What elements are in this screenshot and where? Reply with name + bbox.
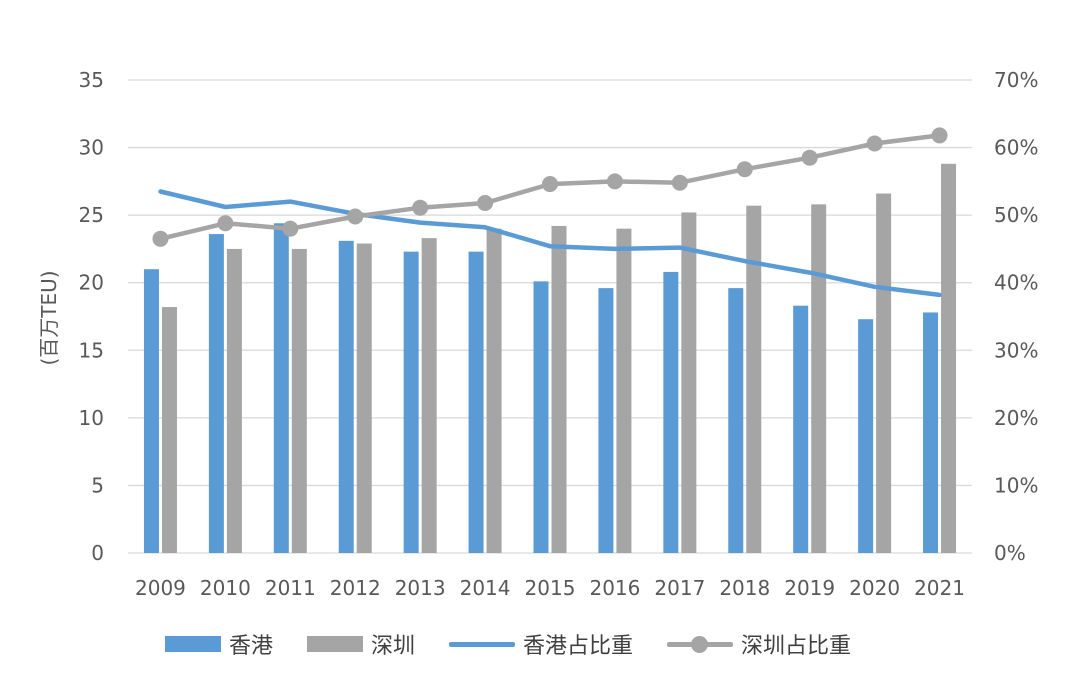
- legend-item-hk-share: 香港占比重: [449, 628, 633, 660]
- point-sz-share: [606, 173, 623, 190]
- y-tick-label: 15: [79, 338, 104, 362]
- x-tick-label: 2009: [135, 576, 186, 600]
- point-sz-share: [931, 127, 948, 144]
- y2-tick-label: 50%: [994, 203, 1038, 227]
- point-sz-share: [152, 230, 169, 247]
- point-sz-share: [412, 199, 429, 216]
- bar-sz: [551, 225, 567, 553]
- gridlines: [128, 79, 972, 554]
- y2-tick-label: 40%: [994, 271, 1038, 295]
- point-sz-share: [477, 194, 494, 211]
- x-tick-label: 2018: [719, 576, 770, 600]
- y2-tick-label: 30%: [994, 338, 1038, 362]
- point-sz-share: [671, 174, 688, 191]
- bar-hk: [403, 251, 419, 554]
- bar-hk: [663, 271, 679, 553]
- bar-hk: [923, 312, 939, 553]
- bar-hk: [143, 269, 159, 553]
- x-tick-label: 2013: [395, 576, 446, 600]
- x-tick-label: 2014: [460, 576, 511, 600]
- y-tick-label: 25: [79, 203, 104, 227]
- y2-tick-label: 70%: [994, 68, 1038, 92]
- bar-sz: [226, 248, 242, 553]
- legend-item-sz: 深圳: [307, 628, 415, 660]
- y2-tick-label: 0%: [994, 541, 1026, 565]
- bar-hk: [858, 319, 874, 553]
- y-tick-label: 10: [79, 406, 104, 430]
- y-tick-label: 5: [91, 473, 104, 497]
- bar-hk: [468, 251, 484, 554]
- point-sz-share: [542, 176, 558, 193]
- y-tick-label: 35: [79, 68, 104, 92]
- legend-swatch-sz: [307, 636, 364, 652]
- legend-item-sz-share: 深圳占比重: [667, 628, 851, 660]
- point-sz-share: [347, 208, 364, 225]
- bars: [143, 163, 957, 554]
- bar-hk: [533, 281, 549, 553]
- y-axis-label: (百万TEU): [37, 270, 61, 365]
- y2-axis-ticks: 0% 10% 20% 30% 40% 50% 60% 70%: [994, 68, 1038, 565]
- bar-sz: [356, 243, 372, 553]
- y-tick-label: 30: [79, 136, 104, 160]
- y-tick-label: 20: [79, 271, 104, 295]
- x-tick-label: 2012: [330, 576, 381, 600]
- legend: 香港 深圳 香港占比重 深圳占比重: [165, 628, 885, 660]
- bar-sz: [161, 307, 177, 553]
- point-sz-share: [217, 215, 234, 232]
- bar-hk: [728, 288, 744, 553]
- bar-sz: [941, 163, 957, 553]
- bar-hk: [598, 288, 614, 553]
- y-tick-label: 0: [91, 541, 104, 565]
- bar-sz: [876, 193, 892, 553]
- x-tick-label: 2016: [589, 576, 640, 600]
- x-tick-label: 2015: [525, 576, 576, 600]
- bar-sz: [486, 228, 502, 553]
- bar-sz: [811, 204, 827, 553]
- x-tick-label: 2017: [654, 576, 705, 600]
- bar-hk: [338, 240, 354, 553]
- point-sz-share: [282, 220, 299, 237]
- x-axis-ticks: 2009 2010 2011 2012 2013 2014 2015 2016 2017 2018…: [135, 576, 965, 600]
- legend-swatch-hk: [165, 636, 221, 652]
- bar-sz: [291, 248, 307, 553]
- legend-label-sz: 深圳: [371, 634, 416, 659]
- legend-line-hk-share: [449, 635, 516, 653]
- point-sz-share: [801, 149, 818, 166]
- y-axis-ticks: 0 5 10 15 20 25 30 35: [79, 68, 104, 565]
- y2-tick-label: 60%: [994, 136, 1038, 160]
- x-tick-label: 2010: [200, 576, 251, 600]
- bar-sz: [616, 228, 632, 553]
- series-lines: [152, 127, 948, 298]
- bar-hk: [273, 223, 289, 553]
- x-tick-label: 2019: [784, 576, 835, 600]
- x-tick-label: 2021: [914, 576, 965, 600]
- legend-item-hk: 香港: [165, 628, 273, 660]
- line-hk-share: [158, 189, 942, 298]
- y2-tick-label: 20%: [994, 406, 1038, 430]
- bar-sz: [681, 212, 697, 553]
- legend-label-hk-share: 香港占比重: [523, 634, 634, 659]
- x-tick-label: 2011: [265, 576, 316, 600]
- legend-label-hk: 香港: [229, 634, 274, 659]
- point-sz-share: [866, 135, 883, 152]
- x-tick-label: 2020: [849, 576, 900, 600]
- point-sz-share: [736, 161, 753, 178]
- legend-label-sz-share: 深圳占比重: [741, 634, 852, 659]
- legend-line-sz-share: [667, 635, 734, 653]
- y2-tick-label: 10%: [994, 473, 1038, 497]
- bar-sz: [746, 205, 762, 553]
- bar-hk: [208, 234, 224, 553]
- bar-sz: [421, 238, 437, 554]
- bar-hk: [793, 305, 809, 553]
